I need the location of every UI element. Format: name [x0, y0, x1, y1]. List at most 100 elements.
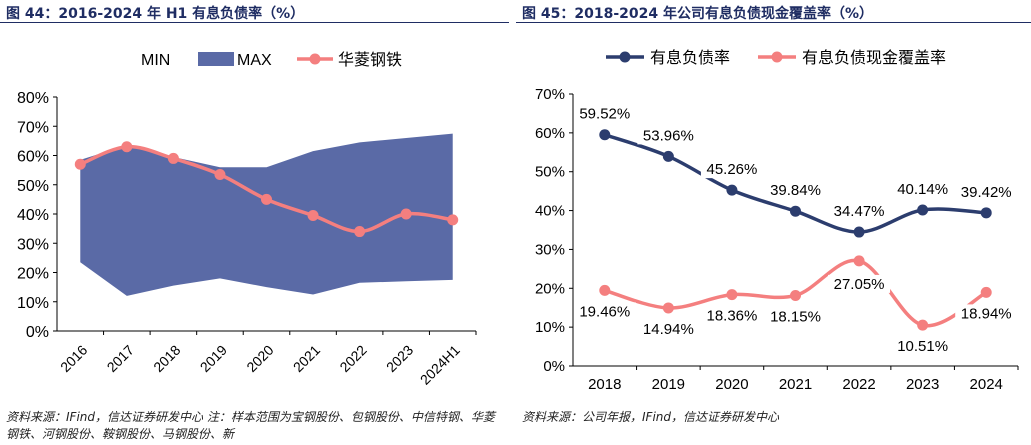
chart-source-note: 资料来源：公司年报，IFind，信达证券研发中心 — [522, 410, 779, 424]
coverage-ratio-data-label: 18.36% — [706, 308, 757, 325]
company-data-point — [167, 152, 179, 164]
data-label-background — [700, 160, 763, 179]
title-rule — [516, 22, 1031, 23]
coverage-ratio-data-point — [853, 255, 865, 267]
x-tick-label: 2022 — [842, 376, 875, 393]
legend-swatch-max — [198, 52, 234, 66]
data-label-background — [637, 126, 700, 145]
debt-ratio-data-label: 53.96% — [643, 127, 694, 144]
coverage-ratio-data-point — [662, 302, 674, 314]
coverage-ratio-data-label: 10.51% — [897, 338, 948, 355]
company-data-point — [354, 226, 366, 238]
debt-ratio-data-point — [726, 184, 738, 196]
company-data-point — [74, 158, 86, 170]
debt-ratio-data-label: 59.52% — [579, 106, 630, 123]
x-tick-label: 2019 — [652, 376, 685, 393]
debt-ratio-data-label: 45.26% — [706, 161, 757, 178]
data-label-background — [764, 307, 827, 326]
x-tick-label: 2019 — [197, 342, 230, 375]
x-tick-label: 2018 — [150, 342, 183, 375]
data-label-background — [828, 202, 891, 221]
x-tick-label: 2017 — [104, 342, 137, 375]
coverage-ratio-data-point — [917, 319, 929, 331]
y-tick-label: 60% — [535, 125, 565, 142]
y-tick-label: 0% — [543, 358, 565, 375]
chart-source-note: 资料来源：IFind，信达证券研发中心 注：样本范围为宝钢股份、包钢股份、中信特… — [6, 410, 495, 441]
debt-ratio-data-point — [917, 204, 929, 216]
debt-ratio-data-point — [599, 129, 611, 141]
legend-marker-company — [309, 53, 321, 65]
coverage-line-chart: 0% 10% 20% 30% 40% 50% 60% 70% 2018 2019 2020 2021 2… — [535, 49, 1019, 393]
y-tick-label: 30% — [17, 236, 49, 253]
y-tick-label: 10% — [17, 295, 49, 312]
y-tick-label: 40% — [535, 203, 565, 220]
x-tick-label: 2020 — [715, 376, 748, 393]
data-label-background — [573, 302, 636, 321]
y-tick-label: 80% — [17, 90, 49, 107]
debt-ratio-data-label: 39.42% — [961, 184, 1012, 201]
chart-title: 图 44：2016-2024 年 H1 有息负债率（%） — [6, 6, 305, 22]
debt-ratio-area-chart: 0% 10% 20% 30% 40% 50% 60% 70% 80% 2016 2017 2018 20… — [17, 51, 477, 388]
y-tick-label: 70% — [17, 119, 49, 136]
x-tick-label: 2024 — [970, 376, 1003, 393]
y-tick-label: 70% — [535, 86, 565, 103]
company-data-point — [400, 208, 412, 220]
x-tick-label: 2024H1 — [417, 342, 463, 388]
coverage-ratio-data-point — [599, 284, 611, 296]
debt-ratio-data-point — [662, 150, 674, 162]
x-tick-label: 2020 — [243, 342, 276, 375]
y-tick-label: 20% — [535, 280, 565, 297]
title-rule — [0, 22, 509, 23]
x-tick-label: 2021 — [290, 342, 323, 375]
y-tick-label: 50% — [535, 164, 565, 181]
debt-ratio-data-label: 40.14% — [897, 181, 948, 198]
data-label-background — [891, 180, 954, 199]
legend-label-coverage-ratio: 有息负债现金覆盖率 — [802, 49, 946, 67]
data-label-background — [828, 274, 891, 293]
debt-ratio-data-point — [980, 207, 992, 219]
legend-marker-coverage-ratio — [771, 51, 783, 63]
company-data-point — [121, 141, 133, 153]
y-tick-label: 60% — [17, 149, 49, 166]
company-data-point — [261, 193, 272, 205]
x-tick-label: 2016 — [57, 342, 90, 375]
y-tick-label: 30% — [535, 241, 565, 258]
x-tick-label: 2023 — [383, 342, 416, 375]
debt-ratio-data-point — [853, 226, 865, 238]
coverage-ratio-data-point — [726, 289, 738, 301]
legend-label-company: 华菱钢铁 — [338, 51, 402, 69]
x-tick-label: 2022 — [336, 342, 369, 375]
data-label-background — [891, 337, 954, 356]
data-label-background — [955, 304, 1018, 323]
data-label-background — [955, 182, 1018, 201]
debt-ratio-data-point — [790, 205, 801, 217]
y-tick-label: 40% — [17, 207, 49, 224]
coverage-ratio-data-point — [980, 286, 992, 298]
debt-ratio-data-label: 34.47% — [834, 203, 885, 220]
max-min-range-area — [80, 133, 453, 296]
x-tick-label: 2018 — [588, 376, 621, 393]
company-data-point — [214, 169, 226, 181]
data-label-background — [764, 181, 827, 200]
data-label-background — [573, 104, 636, 123]
coverage-ratio-data-label: 18.15% — [770, 308, 821, 325]
coverage-ratio-data-label: 14.94% — [643, 321, 694, 338]
debt-ratio-data-label: 39.84% — [770, 182, 821, 199]
y-tick-label: 20% — [17, 266, 49, 283]
legend-label-max: MAX — [237, 52, 272, 69]
legend-marker-debt-ratio — [619, 51, 631, 63]
company-data-point — [307, 209, 319, 221]
y-tick-label: 10% — [535, 319, 565, 336]
y-tick-label: 0% — [26, 324, 49, 341]
chart-title: 图 45：2018-2024 年公司有息负债现金覆盖率（%） — [522, 6, 873, 22]
data-label-background — [637, 319, 700, 338]
coverage-ratio-data-point — [790, 289, 801, 301]
x-tick-label: 2023 — [906, 376, 939, 393]
legend-label-debt-ratio: 有息负债率 — [650, 49, 730, 67]
coverage-ratio-data-label: 18.94% — [961, 305, 1012, 322]
company-data-point — [447, 214, 459, 226]
y-tick-label: 50% — [17, 178, 49, 195]
coverage-ratio-data-label: 19.46% — [579, 303, 630, 320]
x-tick-label: 2021 — [779, 376, 812, 393]
coverage-ratio-data-label: 27.05% — [834, 276, 885, 293]
